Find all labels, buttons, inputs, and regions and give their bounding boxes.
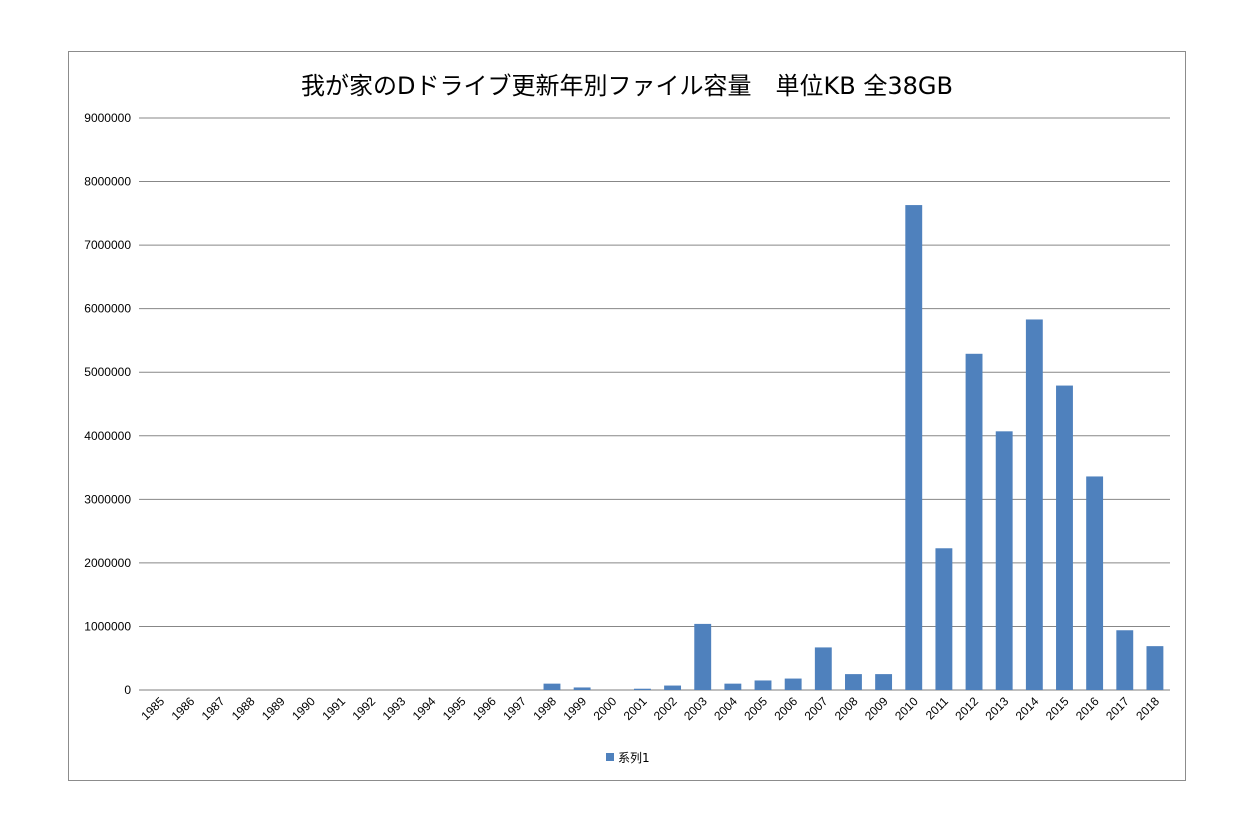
bar xyxy=(965,353,983,690)
x-tick-label: 1986 xyxy=(169,694,198,723)
x-tick-label: 2016 xyxy=(1073,694,1102,723)
bar xyxy=(935,548,953,690)
x-tick-label: 2018 xyxy=(1133,694,1162,723)
y-tick-label: 7000000 xyxy=(84,238,131,252)
x-tick-label: 2000 xyxy=(591,694,620,723)
bar xyxy=(664,685,682,690)
bar xyxy=(875,674,893,690)
legend-swatch xyxy=(606,753,614,761)
x-tick-label: 2003 xyxy=(681,694,710,723)
bar xyxy=(543,683,561,690)
x-tick-label: 2009 xyxy=(862,694,891,723)
bar xyxy=(1086,476,1104,690)
x-axis-labels: 1985 1986 1987 1988 1989 1990 1991 1992 1993 1994… xyxy=(138,694,1162,723)
bar xyxy=(845,674,862,690)
x-tick-label: 2008 xyxy=(832,694,861,723)
x-tick-label: 2007 xyxy=(802,694,831,723)
bar xyxy=(1056,385,1073,690)
bar xyxy=(754,680,772,690)
x-tick-label: 1997 xyxy=(500,694,529,723)
gridlines xyxy=(139,117,1170,691)
bar xyxy=(1116,630,1134,690)
x-tick-label: 1995 xyxy=(440,694,469,723)
bar xyxy=(995,431,1013,690)
x-tick-label: 1987 xyxy=(199,694,228,723)
y-tick-label: 4000000 xyxy=(84,429,131,443)
x-tick-label: 1992 xyxy=(349,694,378,723)
chart-title: 我が家のDドライブ更新年別ファイル容量 単位KB 全38GB xyxy=(301,72,953,100)
x-tick-label: 1998 xyxy=(530,694,559,723)
bar xyxy=(814,647,832,690)
y-tick-label: 5000000 xyxy=(84,365,131,379)
x-tick-label: 1988 xyxy=(229,694,258,723)
x-tick-label: 1990 xyxy=(289,694,318,723)
bar xyxy=(724,683,742,690)
x-tick-label: 1985 xyxy=(138,694,167,723)
y-axis-labels: 0 1000000 2000000 3000000 4000000 5000000 6000… xyxy=(84,111,131,697)
bar xyxy=(633,688,651,690)
x-tick-label: 1996 xyxy=(470,694,499,723)
x-tick-label: 1989 xyxy=(259,694,288,723)
x-tick-label: 2013 xyxy=(983,694,1012,723)
x-tick-label: 2005 xyxy=(741,694,770,723)
x-tick-label: 1991 xyxy=(319,694,348,723)
y-tick-label: 0 xyxy=(124,683,131,697)
bar xyxy=(905,205,923,690)
x-tick-label: 2012 xyxy=(952,694,981,723)
legend: 系列1 xyxy=(606,751,650,765)
legend-label: 系列1 xyxy=(618,751,650,765)
y-tick-label: 2000000 xyxy=(84,556,131,570)
bar xyxy=(573,687,591,690)
x-tick-label: 2014 xyxy=(1013,694,1042,723)
bar xyxy=(1025,319,1043,690)
y-tick-label: 8000000 xyxy=(84,175,131,189)
x-tick-label: 1994 xyxy=(410,694,439,723)
y-tick-label: 1000000 xyxy=(84,619,131,633)
x-tick-label: 2002 xyxy=(651,694,680,723)
bar xyxy=(1146,646,1164,690)
x-tick-label: 1999 xyxy=(560,694,589,723)
chart-frame: 我が家のDドライブ更新年別ファイル容量 単位KB 全38GB xyxy=(68,51,1186,781)
x-tick-label: 1993 xyxy=(380,694,409,723)
y-tick-label: 6000000 xyxy=(84,302,131,316)
x-tick-label: 2006 xyxy=(772,694,801,723)
bars xyxy=(543,205,1164,690)
bar xyxy=(784,678,802,690)
bar xyxy=(694,623,712,690)
x-tick-label: 2004 xyxy=(711,694,740,723)
x-tick-label: 2001 xyxy=(621,694,650,723)
x-tick-label: 2011 xyxy=(923,694,951,722)
x-tick-label: 2017 xyxy=(1103,694,1132,723)
x-tick-label: 2010 xyxy=(892,694,921,723)
y-tick-label: 3000000 xyxy=(84,492,131,506)
y-tick-label: 9000000 xyxy=(84,111,131,125)
x-tick-label: 2015 xyxy=(1043,694,1072,723)
